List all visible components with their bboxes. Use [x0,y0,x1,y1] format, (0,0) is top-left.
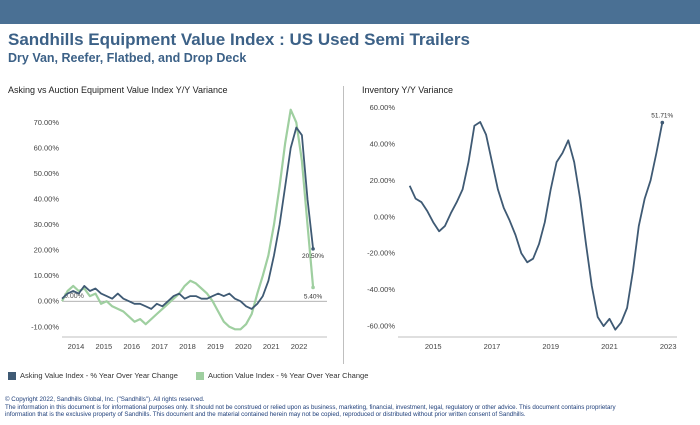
x-tick-label: 2018 [179,342,196,351]
y-tick-label: -20.00% [367,249,395,258]
y-tick-label: 70.00% [34,118,60,127]
y-tick-label: 10.00% [34,271,60,280]
y-tick-label: 30.00% [34,220,60,229]
x-tick-label: 2020 [235,342,252,351]
data-label-auction: 5.40% [304,293,323,300]
y-tick-label: -40.00% [367,285,395,294]
series-line-inventory [408,121,664,331]
x-tick-label: 2016 [123,342,140,351]
x-tick-label: 2017 [151,342,168,351]
page-title: Sandhills Equipment Value Index : US Use… [8,30,470,49]
legend-label-auction: Auction Value Index - % Year Over Year C… [207,371,369,380]
asking-auction-chart: -10.00% 0.00% 10.00% 20.00% 30.00% 40.00% 50.0… [31,108,327,351]
header-banner [0,0,700,24]
series-line-auction [61,108,315,331]
footer-disclaimer-2: information that is the exclusive proper… [5,411,526,419]
data-label-inventory: 51.71% [651,113,673,120]
x-tick-label: 2019 [542,342,559,351]
y-tick-label: 40.00% [370,139,396,148]
x-tick-label: 2019 [207,342,224,351]
series-end-point-inventory [660,120,665,125]
y-tick-label: 60.00% [34,143,60,152]
x-tick-label: 2015 [95,342,112,351]
chart1-title: Asking vs Auction Equipment Value Index … [8,85,228,95]
y-tick-label: 40.00% [34,195,60,204]
legend: Asking Value Index - % Year Over Year Ch… [8,371,384,382]
y-tick-label: -10.00% [31,322,59,331]
footer-disclaimer-1: The information in this document is for … [5,403,616,411]
legend-item-asking: Asking Value Index - % Year Over Year Ch… [8,371,178,380]
y-tick-label: 50.00% [34,169,60,178]
y-tick-label: 0.00% [38,297,60,306]
y-tick-label: 20.00% [34,246,60,255]
legend-swatch-auction [195,371,204,380]
x-tick-label: 2021 [263,342,280,351]
x-tick-label: 2015 [425,342,442,351]
x-tick-label: 2023 [660,342,677,351]
chart2-title: Inventory Y/Y Variance [362,85,454,95]
series-line-asking [61,126,314,310]
x-tick-label: 2017 [484,342,501,351]
legend-swatch-asking [8,371,16,380]
x-tick-label: 2021 [601,342,618,351]
y-tick-label: 0.00% [374,212,396,221]
page-subtitle: Dry Van, Reefer, Flatbed, and Drop Deck [8,51,247,65]
y-tick-label: -60.00% [367,322,395,331]
y-tick-label: 20.00% [370,176,396,185]
footer: © Copyright 2022, Sandhills Global, Inc.… [5,396,695,419]
inventory-chart: -60.00% -40.00% -20.00% 0.00% 20.00% 40.00% 60… [367,103,677,351]
legend-item-auction: Auction Value Index - % Year Over Year C… [195,371,369,380]
x-tick-label: 2014 [68,342,85,351]
x-tick-label: 2022 [291,342,308,351]
zero-reference-label: 0.00% [64,293,84,300]
footer-copyright: © Copyright 2022, Sandhills Global, Inc.… [5,396,205,403]
data-label-asking: 20.50% [302,253,324,260]
series-end-point-auction [311,285,315,290]
panel-divider [343,86,344,364]
series-end-point-asking [311,247,315,251]
legend-label-asking: Asking Value Index - % Year Over Year Ch… [20,371,178,380]
y-tick-label: 60.00% [370,103,396,112]
